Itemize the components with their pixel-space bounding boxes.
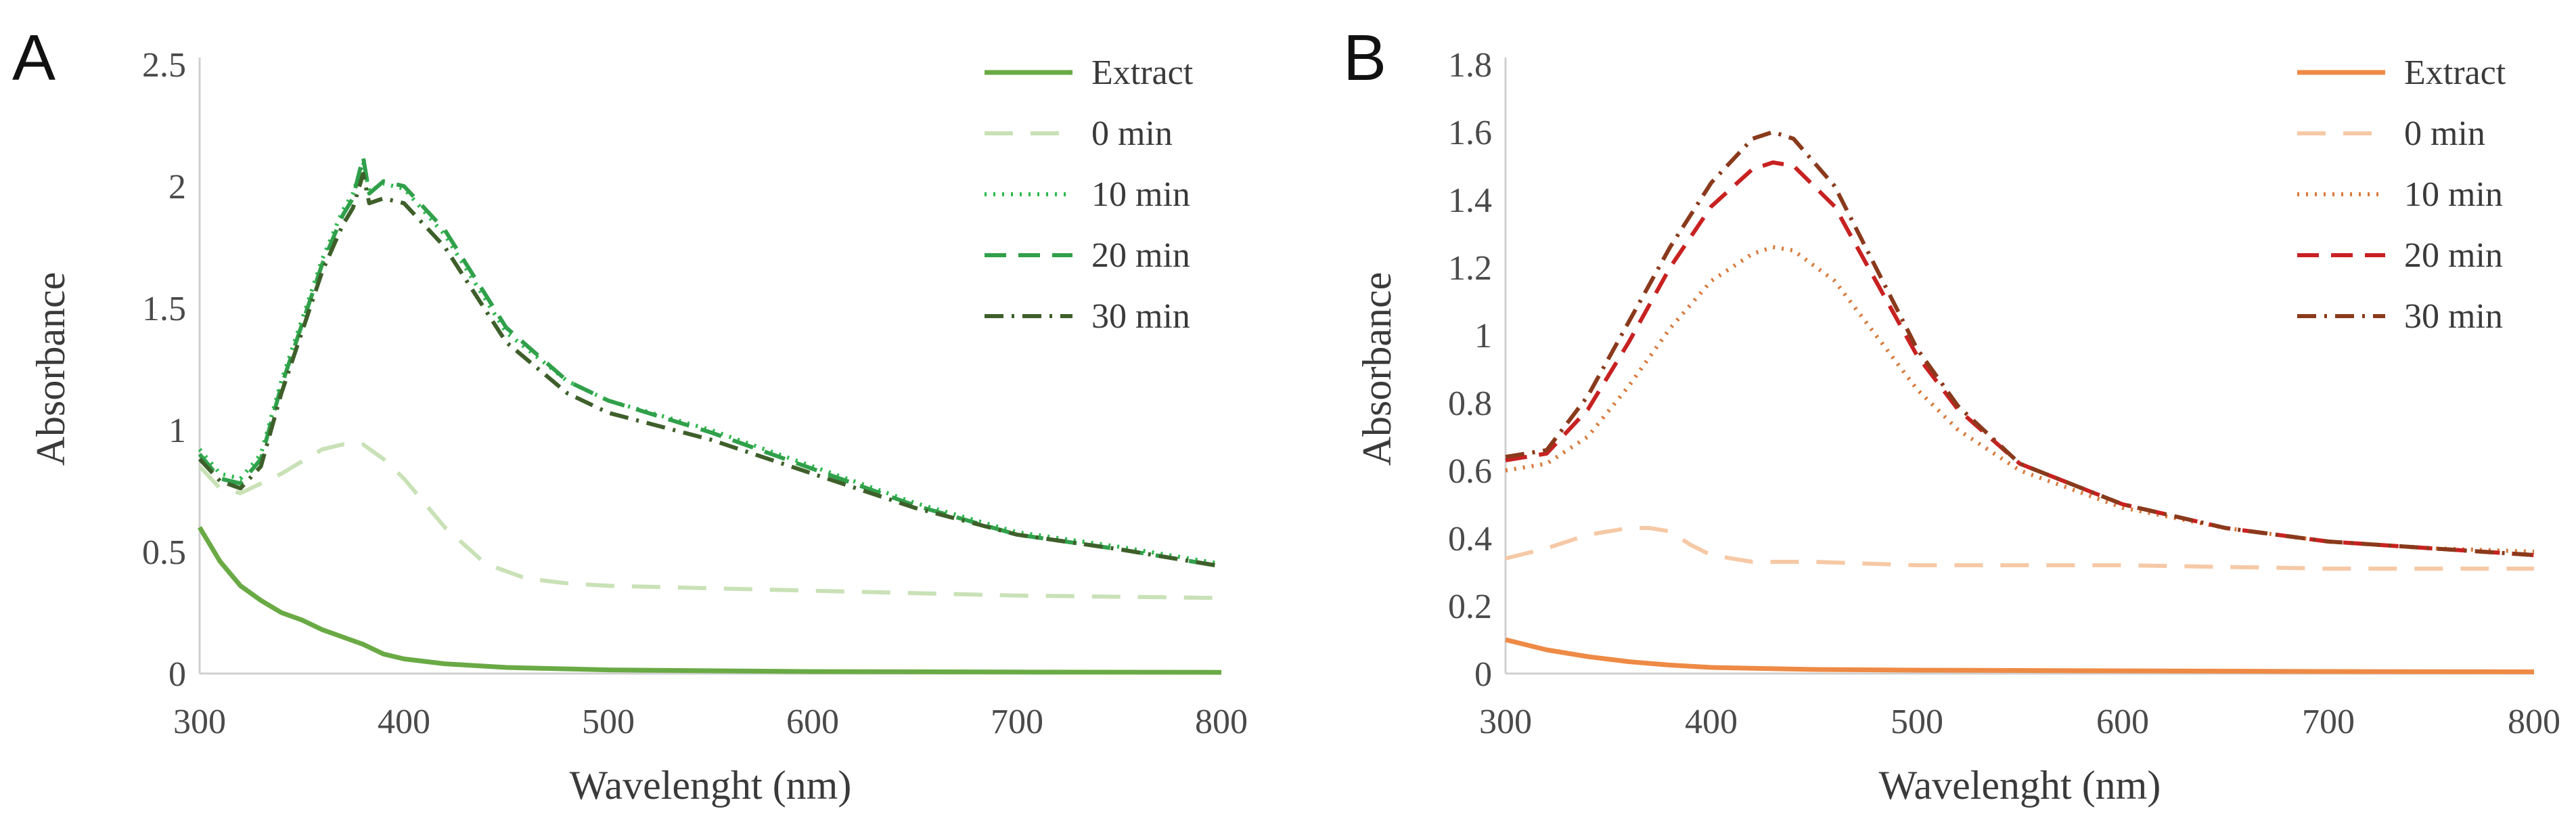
x-tick-label: 800 — [2508, 703, 2560, 741]
series-line-0-min — [1505, 526, 2534, 571]
x-tick-label: 300 — [1479, 703, 1532, 741]
x-tick-label: 400 — [378, 703, 430, 741]
x-tick-label: 700 — [2302, 703, 2355, 741]
x-axis-title: Wavelenght (nm) — [570, 763, 852, 808]
series-line-10-min — [198, 160, 1222, 566]
series-line-20-min — [1505, 160, 2535, 557]
x-tick-label: 800 — [1195, 703, 1248, 741]
y-tick-label: 0.5 — [142, 533, 186, 572]
series-line-extract — [197, 526, 1222, 675]
legend-label: 0 min — [2404, 114, 2485, 153]
legend-label: Extract — [2404, 53, 2506, 92]
series-line-30-min — [198, 172, 1222, 569]
legend-label: 20 min — [2404, 236, 2503, 275]
legend-label: Extract — [1091, 53, 1194, 92]
x-tick-label: 700 — [991, 703, 1043, 741]
y-tick-label: 2.5 — [142, 46, 186, 85]
y-tick-label: 1.4 — [1448, 181, 1492, 220]
legend: Extract 0 min 10 min 20 min 30 min — [985, 53, 1194, 336]
x-tick-label: 300 — [173, 703, 226, 741]
x-tick-label: 600 — [2096, 703, 2149, 741]
y-tick-label: 1.6 — [1448, 114, 1492, 152]
series-line-0-min — [198, 442, 1222, 600]
x-tick-label: 400 — [1685, 703, 1738, 741]
y-axis-title: Absorbance — [1355, 272, 1399, 466]
legend-label: 10 min — [1091, 175, 1190, 214]
x-tick-label: 600 — [786, 703, 839, 741]
y-tick-label: 0 — [168, 655, 186, 694]
y-tick-label: 2 — [168, 168, 186, 206]
legend-label: 20 min — [1091, 236, 1190, 275]
series-line-10-min — [1505, 245, 2535, 554]
y-tick-label: 0 — [1474, 655, 1492, 694]
y-tick-label: 0.4 — [1448, 520, 1492, 558]
y-tick-label: 0.2 — [1448, 588, 1492, 626]
series-line-30-min — [1505, 130, 2535, 557]
y-axis-title: Absorbance — [28, 272, 73, 466]
legend: Extract 0 min 10 min 20 min 30 min — [2297, 53, 2506, 336]
y-tick-label: 1.2 — [1448, 249, 1492, 288]
legend-label: 30 min — [2404, 297, 2503, 336]
chart-panel-b: B 0 0.2 0.4 0.6 0.8 1 1.2 1.4 1.6 1.8 300 400 500 600 7… — [1343, 22, 2560, 808]
panel-letter: B — [1343, 22, 1386, 94]
legend-label: 0 min — [1091, 114, 1173, 153]
chart-panel-a: A 0 0.5 1 1.5 2 2.5 300 400 500 600 700 800 Wavelengh… — [12, 22, 1248, 808]
y-tick-label: 0.8 — [1448, 384, 1492, 423]
x-tick-label: 500 — [1891, 703, 1943, 741]
y-tick-label: 1.8 — [1448, 46, 1492, 85]
series-line-20-min — [198, 154, 1222, 569]
legend-label: 30 min — [1091, 297, 1190, 336]
legend-label: 10 min — [2404, 175, 2503, 214]
x-tick-label: 500 — [582, 703, 635, 741]
x-axis-title: Wavelenght (nm) — [1879, 763, 2161, 808]
panel-letter: A — [12, 22, 55, 94]
series-line-extract — [1505, 637, 2535, 674]
y-tick-label: 1 — [168, 412, 186, 450]
y-tick-label: 0.6 — [1448, 452, 1492, 491]
y-tick-label: 1 — [1474, 317, 1492, 355]
y-tick-label: 1.5 — [142, 290, 186, 328]
